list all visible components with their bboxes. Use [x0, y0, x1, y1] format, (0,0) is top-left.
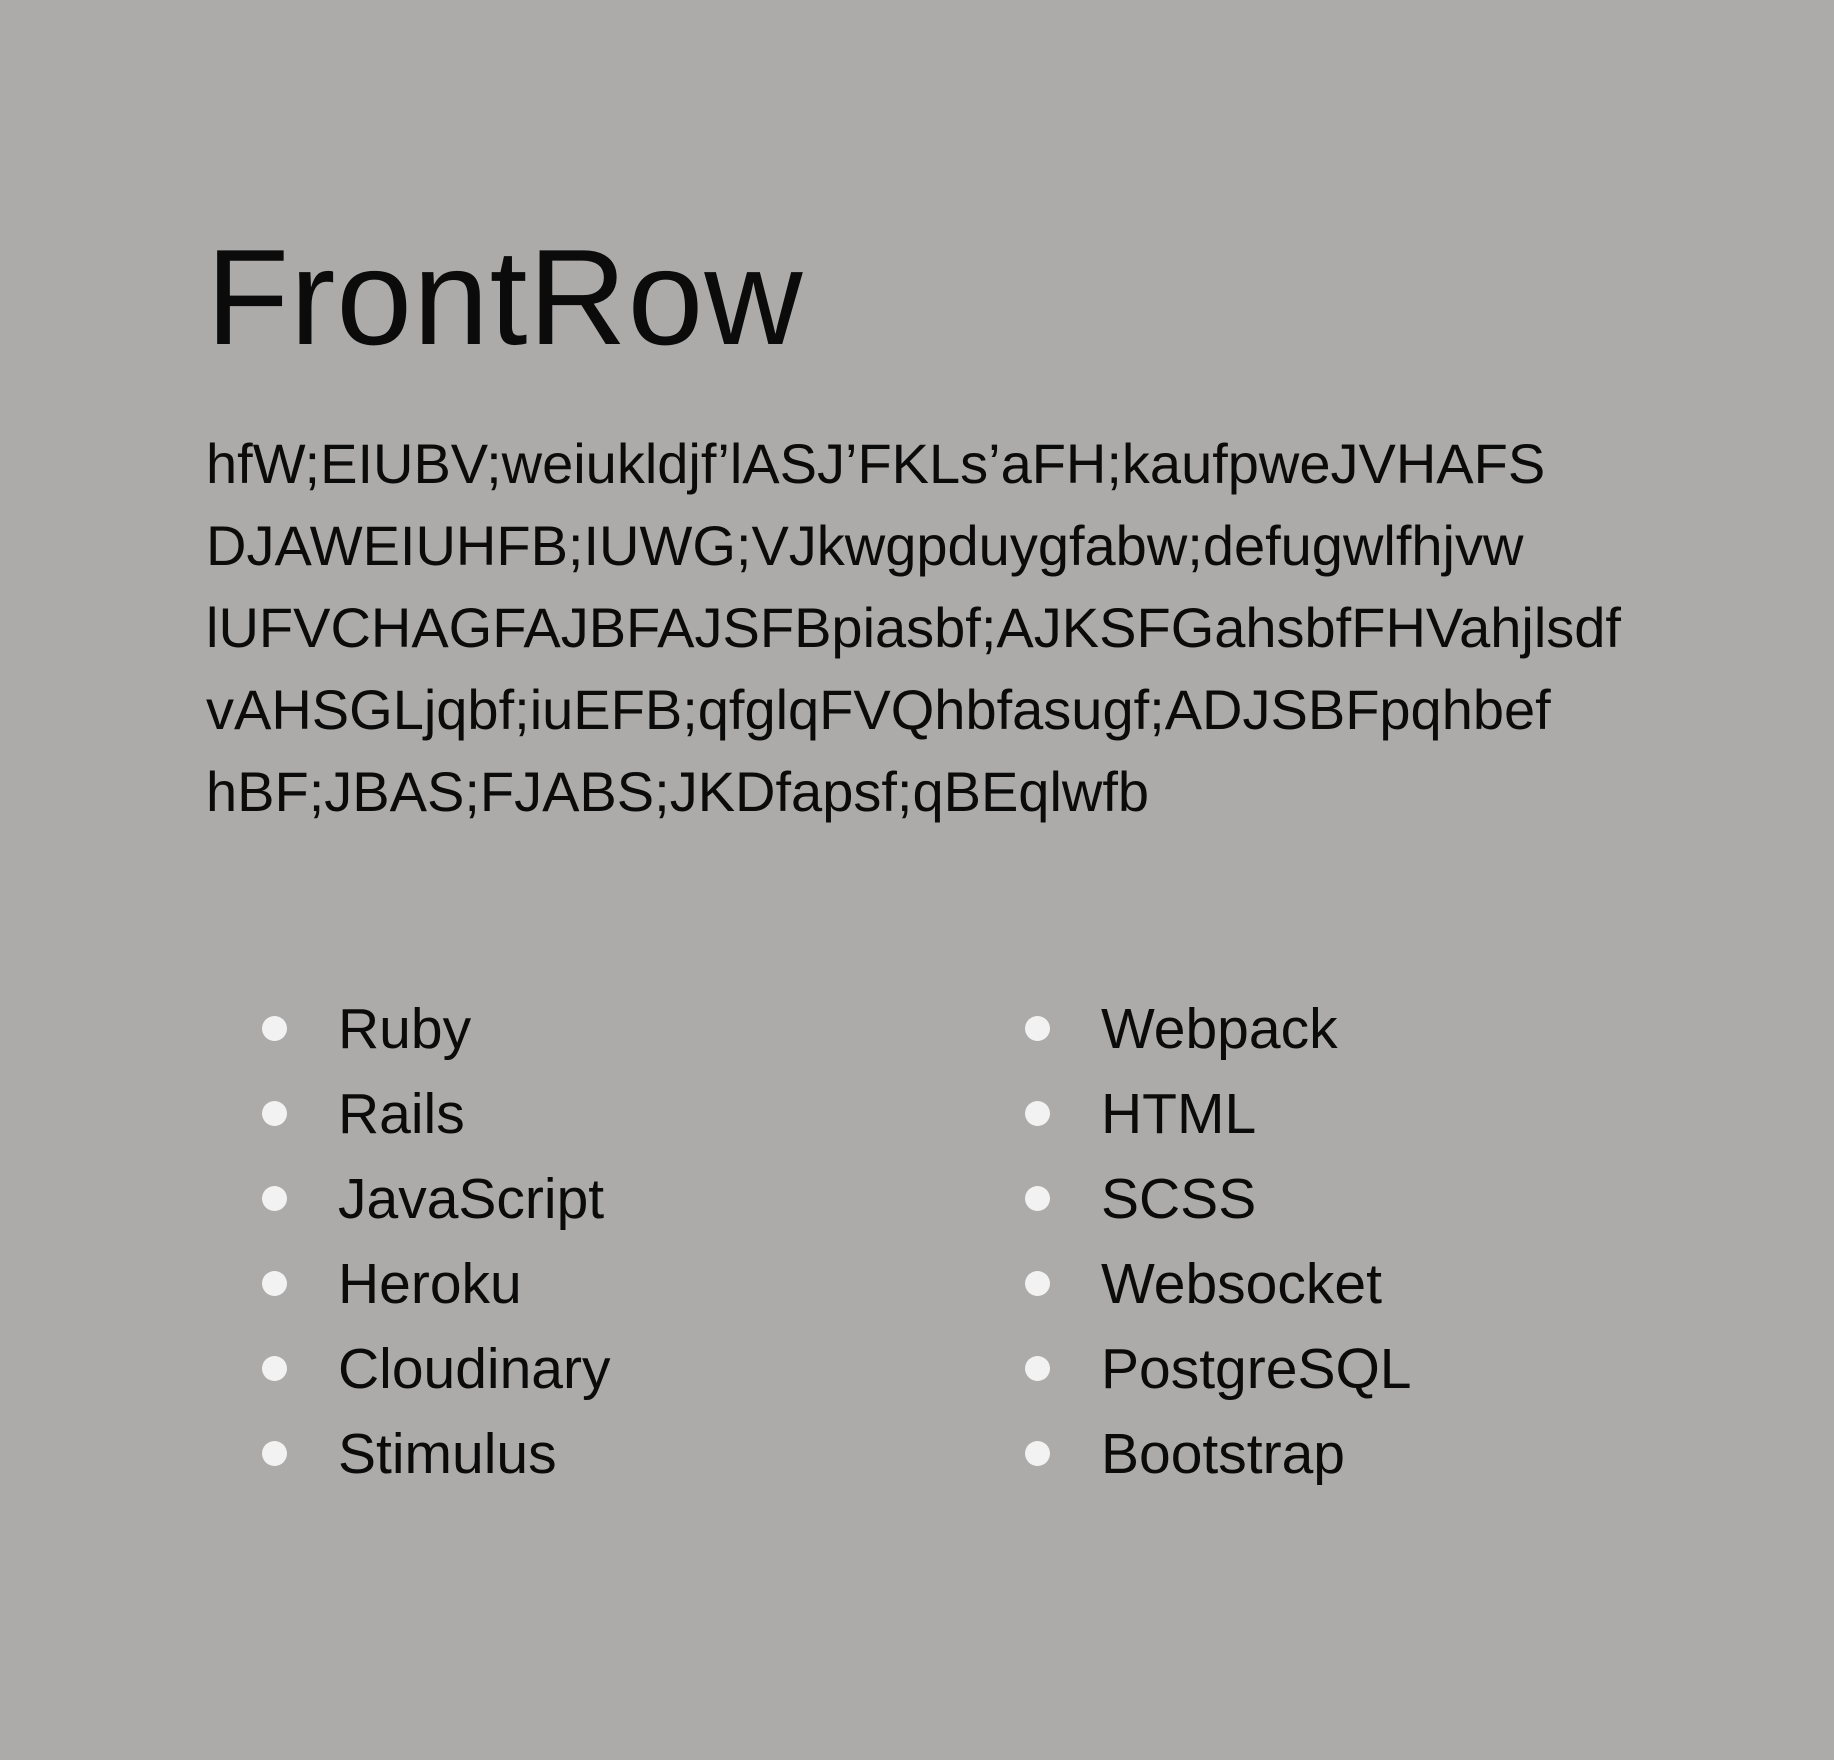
bullet-icon — [1025, 1271, 1050, 1296]
tech-item-websocket: Websocket — [1025, 1241, 1412, 1326]
bullet-icon — [262, 1441, 287, 1466]
tech-item-label: Rails — [338, 1081, 465, 1146]
bullet-icon — [262, 1101, 287, 1126]
tech-stack-list-right: Webpack HTML SCSS Websocket PostgreSQL B… — [1025, 986, 1412, 1496]
bullet-icon — [1025, 1101, 1050, 1126]
tech-item-label: Bootstrap — [1101, 1421, 1345, 1486]
bullet-icon — [1025, 1441, 1050, 1466]
tech-item-stimulus: Stimulus — [262, 1411, 610, 1496]
tech-item-webpack: Webpack — [1025, 986, 1412, 1071]
tech-item-label: JavaScript — [338, 1166, 605, 1231]
project-title: FrontRow — [206, 221, 804, 373]
tech-item-heroku: Heroku — [262, 1241, 610, 1326]
project-description: hfW;EIUBV;weiukldjf’lASJ’FKLs’aFH;kaufpw… — [206, 423, 1686, 833]
tech-item-label: PostgreSQL — [1101, 1336, 1412, 1401]
tech-item-rails: Rails — [262, 1071, 610, 1156]
bullet-icon — [262, 1186, 287, 1211]
bullet-icon — [1025, 1186, 1050, 1211]
tech-item-label: Websocket — [1101, 1251, 1382, 1316]
tech-item-label: Stimulus — [338, 1421, 557, 1486]
description-line: hfW;EIUBV;weiukldjf’lASJ’FKLs’aFH;kaufpw… — [206, 432, 1546, 495]
description-line: DJAWEIUHFB;IUWG;VJkwgpduygfabw;defugwlfh… — [206, 514, 1524, 577]
tech-item-ruby: Ruby — [262, 986, 610, 1071]
tech-item-label: Heroku — [338, 1251, 522, 1316]
tech-item-cloudinary: Cloudinary — [262, 1326, 610, 1411]
tech-item-label: SCSS — [1101, 1166, 1257, 1231]
bullet-icon — [1025, 1356, 1050, 1381]
bullet-icon — [262, 1356, 287, 1381]
tech-item-label: Cloudinary — [338, 1336, 611, 1401]
tech-item-javascript: JavaScript — [262, 1156, 610, 1241]
description-line: lUFVCHAGFAJBFAJSFBpiasbf;AJKSFGahsbfFHVa… — [206, 596, 1621, 659]
tech-item-postgresql: PostgreSQL — [1025, 1326, 1412, 1411]
tech-item-label: Ruby — [338, 996, 472, 1061]
tech-item-scss: SCSS — [1025, 1156, 1412, 1241]
tech-stack-list-left: Ruby Rails JavaScript Heroku Cloudinary … — [262, 986, 610, 1496]
tech-item-label: HTML — [1101, 1081, 1257, 1146]
tech-item-bootstrap: Bootstrap — [1025, 1411, 1412, 1496]
bullet-icon — [262, 1016, 287, 1041]
tech-item-label: Webpack — [1101, 996, 1338, 1061]
bullet-icon — [1025, 1016, 1050, 1041]
bullet-icon — [262, 1271, 287, 1296]
tech-item-html: HTML — [1025, 1071, 1412, 1156]
description-line: vAHSGLjqbf;iuEFB;qfglqFVQhbfasugf;ADJSBF… — [206, 678, 1551, 741]
description-line: hBF;JBAS;FJABS;JKDfapsf;qBEqlwfb — [206, 760, 1150, 823]
